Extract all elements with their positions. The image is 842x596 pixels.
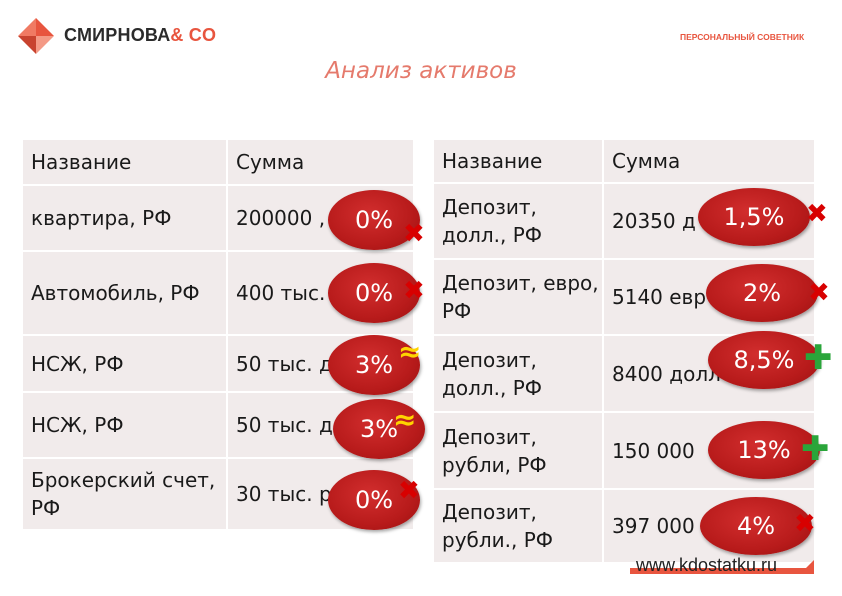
header-sum: Сумма — [603, 140, 816, 184]
rate-badge: 13% — [708, 421, 820, 479]
plus-icon: ✚ — [801, 429, 830, 469]
rate-badge: 3% — [328, 335, 420, 395]
table-header-row: Название Сумма — [23, 140, 415, 186]
table-row: НСЖ, РФ 50 тыс. д — [23, 335, 415, 393]
header-name: Название — [434, 140, 604, 184]
footer-accent-bar — [630, 568, 812, 574]
table-header-row: Название Сумма — [434, 140, 816, 184]
rate-badge: 8,5% — [708, 331, 820, 389]
approx-icon: ≈ — [398, 335, 422, 368]
triangles-logo-icon — [18, 18, 54, 54]
cross-icon: ✖ — [403, 276, 425, 306]
rate-badge: 0% — [328, 263, 420, 323]
cross-icon: ✖ — [403, 219, 425, 249]
deposit-name: Депозит, рубли, РФ — [434, 412, 604, 490]
asset-name: Брокерский счет, РФ — [23, 458, 228, 531]
approx-icon: ≈ — [393, 403, 417, 436]
header-name: Название — [23, 140, 228, 186]
rate-badge: 4% — [700, 497, 812, 555]
rate-badge: 0% — [328, 470, 420, 530]
asset-name: НСЖ, РФ — [23, 335, 228, 393]
footer-accent-triangle — [800, 560, 814, 574]
rate-badge: 0% — [328, 190, 420, 250]
asset-name: Автомобиль, РФ — [23, 251, 228, 336]
cross-icon: ✖ — [398, 476, 420, 506]
table-row: НСЖ, РФ 50 тыс. д — [23, 392, 415, 459]
advisor-tagline: ПЕРСОНАЛЬНЫЙ СОВЕТНИК — [680, 32, 805, 42]
cross-icon: ✖ — [806, 199, 828, 229]
deposit-name: Депозит, долл., РФ — [434, 183, 604, 260]
brand-main: СМИРНОВА — [64, 25, 171, 45]
rate-badge: 3% — [333, 399, 425, 459]
rate-badge: 2% — [706, 264, 818, 322]
right-deposits-table: Название Сумма Депозит, долл., РФ 20350 … — [434, 140, 816, 564]
deposit-name: Депозит, евро, РФ — [434, 259, 604, 336]
rate-badge: 1,5% — [698, 188, 810, 246]
cross-icon: ✖ — [794, 509, 816, 539]
brand-suffix: & CO — [170, 25, 217, 45]
cross-icon: ✖ — [808, 278, 830, 308]
brand-name: СМИРНОВА& CO — [64, 25, 216, 46]
footer-url[interactable]: www.kdostatku.ru — [636, 555, 778, 575]
asset-name: квартира, РФ — [23, 185, 228, 252]
deposit-name: Депозит, рубли., РФ — [434, 489, 604, 564]
plus-icon: ✚ — [804, 338, 833, 378]
header-sum: Сумма — [227, 140, 415, 186]
slide-title: Анализ активов — [325, 58, 517, 84]
asset-name: НСЖ, РФ — [23, 392, 228, 459]
deposit-name: Депозит, долл., РФ — [434, 335, 604, 413]
